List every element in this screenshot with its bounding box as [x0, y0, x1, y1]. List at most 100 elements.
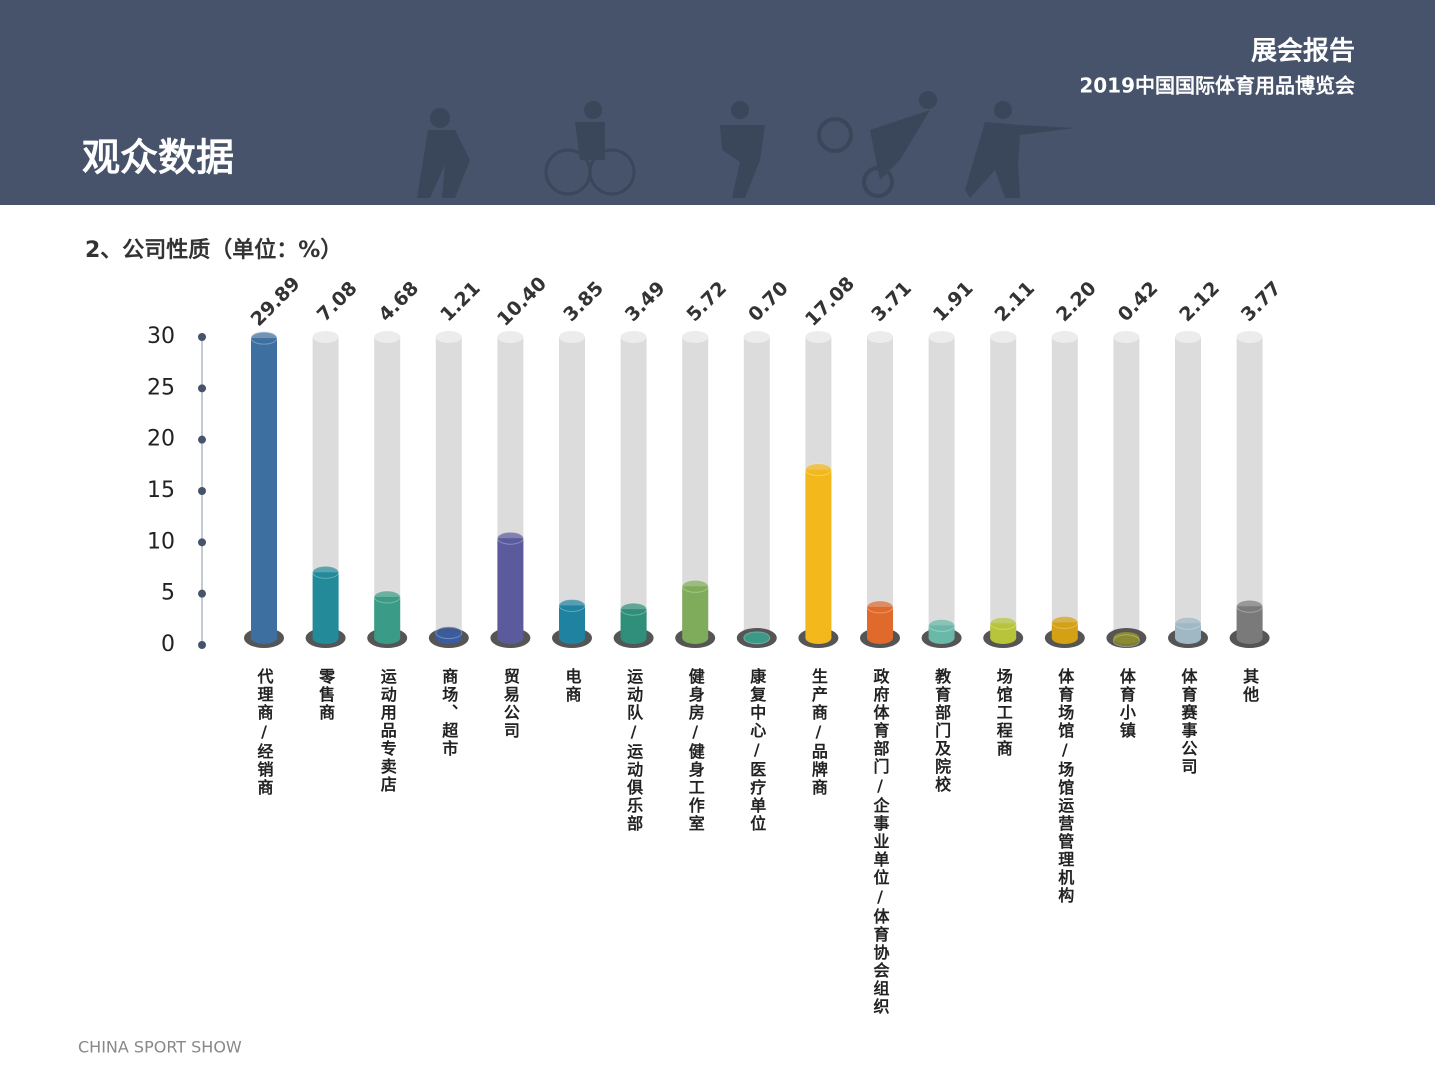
x-tick-label: 贸易公司	[501, 667, 520, 740]
bar	[312, 572, 339, 638]
bar-bottom	[928, 632, 955, 644]
footer: CHINA SPORT SHOW	[78, 1038, 242, 1057]
bar-track-top	[682, 331, 709, 343]
bar-track	[1051, 337, 1078, 638]
value-label: 3.77	[1237, 277, 1286, 326]
bar-track-top	[1113, 331, 1140, 343]
bar-bottom	[1051, 632, 1078, 644]
x-tick-label: 体育场馆/场馆运营管理机构	[1055, 667, 1074, 905]
x-tick-label: 运动队/运动俱乐部	[624, 668, 644, 833]
bar-bottom	[1236, 632, 1263, 644]
bar-bottom	[805, 632, 832, 644]
y-tick	[198, 641, 206, 649]
value-label: 1.91	[929, 277, 978, 326]
bar-track-top	[867, 331, 893, 343]
header-subtitle: 2019中国国际体育用品博览会	[1079, 74, 1355, 98]
x-tick-label: 电商	[563, 667, 582, 704]
bar-bottom	[620, 632, 647, 644]
value-label: 1.21	[436, 277, 485, 326]
bar-top	[1112, 634, 1140, 648]
value-label: 2.12	[1175, 277, 1224, 326]
section-title: 观众数据	[82, 136, 234, 180]
bar-top	[804, 463, 832, 477]
bar-track-top	[743, 331, 770, 343]
bar-track-top	[928, 331, 955, 343]
bar-track-top	[497, 331, 524, 343]
header-band	[0, 0, 1435, 205]
bar-bottom	[251, 632, 277, 644]
x-tick-label: 体育小镇	[1117, 667, 1136, 740]
value-label: 7.08	[313, 277, 362, 326]
bar-top	[312, 565, 340, 579]
bar-top	[435, 626, 463, 640]
value-label: 17.08	[801, 273, 859, 331]
bar-top	[681, 579, 709, 593]
bar-bottom	[559, 632, 585, 644]
bar	[805, 469, 832, 638]
y-tick-label: 30	[147, 324, 175, 349]
y-tick	[198, 538, 206, 547]
bar-track	[374, 337, 401, 638]
x-tick-label: 康复中心/医疗单位	[747, 667, 767, 833]
bar-top	[928, 618, 956, 632]
y-tick	[198, 384, 206, 393]
bar-top	[250, 331, 278, 345]
bar-bottom	[312, 632, 339, 644]
bar-top	[373, 590, 401, 604]
y-tick-label: 25	[147, 375, 175, 400]
bar-track	[743, 337, 770, 638]
bar-bottom	[1175, 632, 1201, 644]
y-tick-label: 15	[147, 478, 175, 503]
x-tick-label: 运动用品专卖店	[378, 668, 397, 794]
bar-top	[866, 600, 894, 614]
bar-track-top	[312, 331, 339, 343]
x-tick-label: 代理商/经销商	[255, 667, 275, 797]
chart-title: 2、公司性质（单位：%）	[85, 237, 342, 263]
y-tick	[198, 589, 206, 598]
x-tick-label: 零售商	[316, 668, 336, 722]
bar	[497, 538, 524, 638]
bar-bottom	[867, 632, 893, 644]
bar-track	[1175, 337, 1201, 638]
x-tick-label: 体育赛事公司	[1179, 667, 1199, 776]
bar-bottom	[990, 632, 1017, 644]
bar-bottom	[682, 632, 709, 644]
bar	[682, 586, 709, 638]
bar	[251, 338, 277, 638]
x-tick-label: 其他	[1240, 667, 1260, 704]
y-tick-label: 0	[161, 632, 175, 657]
y-tick	[198, 487, 206, 495]
x-tick-label: 商场、超市	[439, 667, 459, 758]
bar-top	[1051, 615, 1079, 629]
value-label: 4.68	[374, 277, 423, 326]
bar-top	[496, 531, 524, 545]
bar-track	[1236, 337, 1263, 638]
bar-track-top	[374, 331, 401, 343]
bar-bottom	[497, 632, 524, 644]
bar-track-top	[435, 331, 462, 343]
bar-top	[1174, 616, 1202, 630]
bar-track-top	[1236, 331, 1263, 343]
value-label: 3.85	[559, 277, 608, 326]
x-tick-label: 健身房/健身工作室	[686, 667, 705, 833]
value-label: 0.70	[744, 277, 793, 326]
bar-track-top	[1051, 331, 1078, 343]
x-tick-label: 生产商/品牌商	[809, 667, 828, 797]
y-tick-label: 10	[147, 529, 175, 554]
bar	[374, 596, 401, 638]
y-tick	[198, 435, 206, 444]
value-label: 5.72	[682, 277, 731, 326]
silhouettes	[417, 91, 1075, 198]
bar-track-top	[1175, 331, 1201, 343]
x-tick-label: 教育部门及院校	[932, 667, 951, 794]
bar-track	[867, 337, 893, 638]
x-tick-label: 政府体育部门/企事业单位/体育协会组织	[871, 667, 891, 1016]
bar-top	[743, 631, 771, 645]
bar-top	[1236, 599, 1264, 613]
header-title: 展会报告	[1251, 36, 1355, 67]
bar-track-top	[805, 331, 832, 343]
value-label: 2.11	[990, 277, 1039, 326]
bar-top	[989, 616, 1017, 630]
bar-top	[620, 602, 648, 616]
